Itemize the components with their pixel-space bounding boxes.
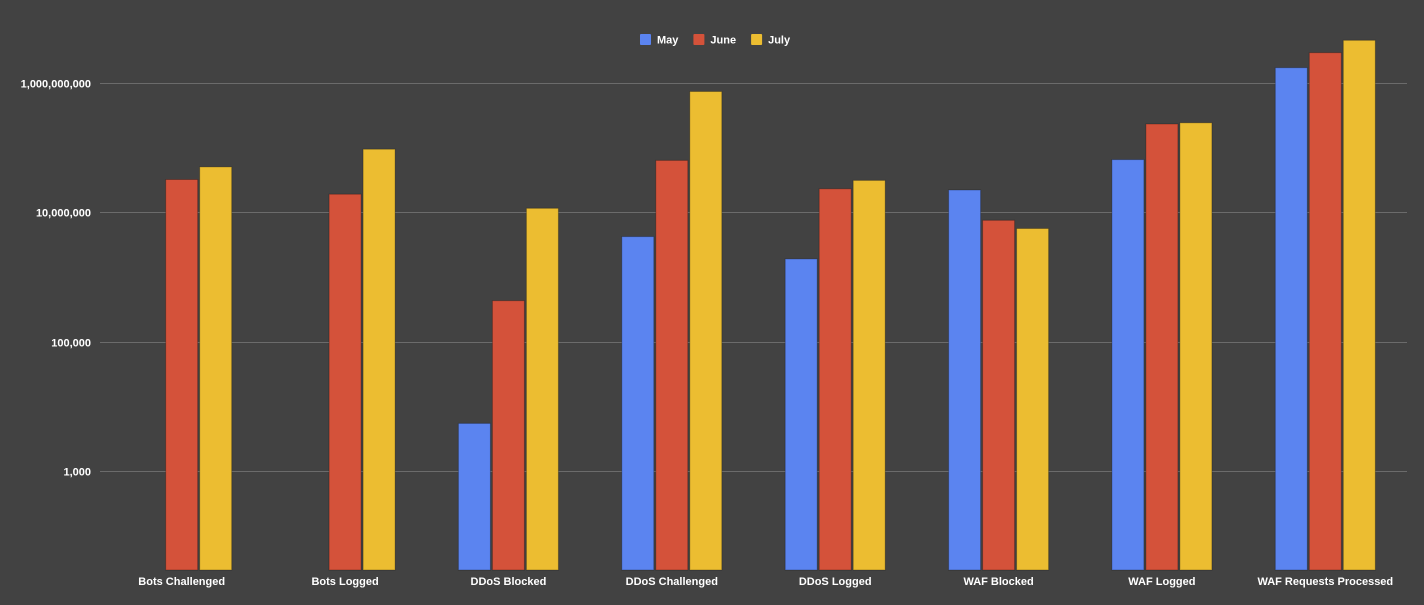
x-category-label: WAF Blocked <box>963 576 1033 588</box>
bar-july-ddos-logged[interactable] <box>852 179 886 571</box>
x-category-label: Bots Challenged <box>138 576 225 588</box>
bar-july-waf-requests-processed[interactable] <box>1342 39 1376 571</box>
bar-may-ddos-blocked[interactable] <box>457 422 491 571</box>
y-tick-label: 1,000,000,000 <box>21 79 91 91</box>
x-category-label: DDoS Logged <box>799 576 872 588</box>
bar-june-bots-logged[interactable] <box>328 193 362 571</box>
bar-july-ddos-blocked[interactable] <box>525 207 559 571</box>
y-tick-label: 10,000,000 <box>36 208 91 220</box>
bar-june-waf-requests-processed[interactable] <box>1308 52 1342 571</box>
bar-may-ddos-challenged[interactable] <box>621 236 655 571</box>
bar-july-ddos-challenged[interactable] <box>689 91 723 571</box>
legend-item-july[interactable]: July <box>751 34 791 47</box>
bar-june-waf-blocked[interactable] <box>982 219 1016 571</box>
bar-june-waf-logged[interactable] <box>1145 123 1179 571</box>
legend-item-june[interactable]: June <box>693 34 736 47</box>
bar-june-ddos-challenged[interactable] <box>655 159 689 571</box>
bar-june-ddos-logged[interactable] <box>818 188 852 571</box>
legend-label: June <box>710 35 736 47</box>
bar-may-waf-logged[interactable] <box>1111 159 1145 571</box>
bar-july-waf-logged[interactable] <box>1179 122 1213 571</box>
bar-may-waf-requests-processed[interactable] <box>1274 67 1308 571</box>
legend-swatch <box>751 34 763 45</box>
x-category-label: DDoS Challenged <box>626 576 718 588</box>
bars <box>165 39 1376 571</box>
legend-label: July <box>768 35 791 47</box>
y-tick-label: 100,000 <box>51 338 91 350</box>
bar-july-bots-challenged[interactable] <box>199 166 233 571</box>
bar-july-bots-logged[interactable] <box>362 148 396 571</box>
bar-july-waf-blocked[interactable] <box>1016 228 1050 571</box>
x-axis: Bots Challenged Bots Logged DDoS Blocked DD… <box>138 576 1393 588</box>
legend-swatch <box>640 34 651 45</box>
x-category-label: WAF Requests Processed <box>1257 576 1393 588</box>
y-tick-label: 1,000 <box>63 467 91 479</box>
legend-label: May <box>657 35 679 47</box>
x-category-label: Bots Logged <box>311 576 378 588</box>
legend[interactable]: May June July <box>640 34 791 47</box>
y-axis: 1,000 100,000 10,000,000 1,000,000,000 <box>21 79 91 479</box>
bar-may-ddos-logged[interactable] <box>784 258 818 571</box>
bar-may-waf-blocked[interactable] <box>948 189 982 571</box>
x-category-label: DDoS Blocked <box>471 576 547 588</box>
x-category-label: WAF Logged <box>1128 576 1195 588</box>
bar-june-bots-challenged[interactable] <box>165 179 199 571</box>
legend-item-may[interactable]: May <box>640 34 679 47</box>
bar-june-ddos-blocked[interactable] <box>491 300 525 571</box>
legend-swatch <box>693 34 705 45</box>
